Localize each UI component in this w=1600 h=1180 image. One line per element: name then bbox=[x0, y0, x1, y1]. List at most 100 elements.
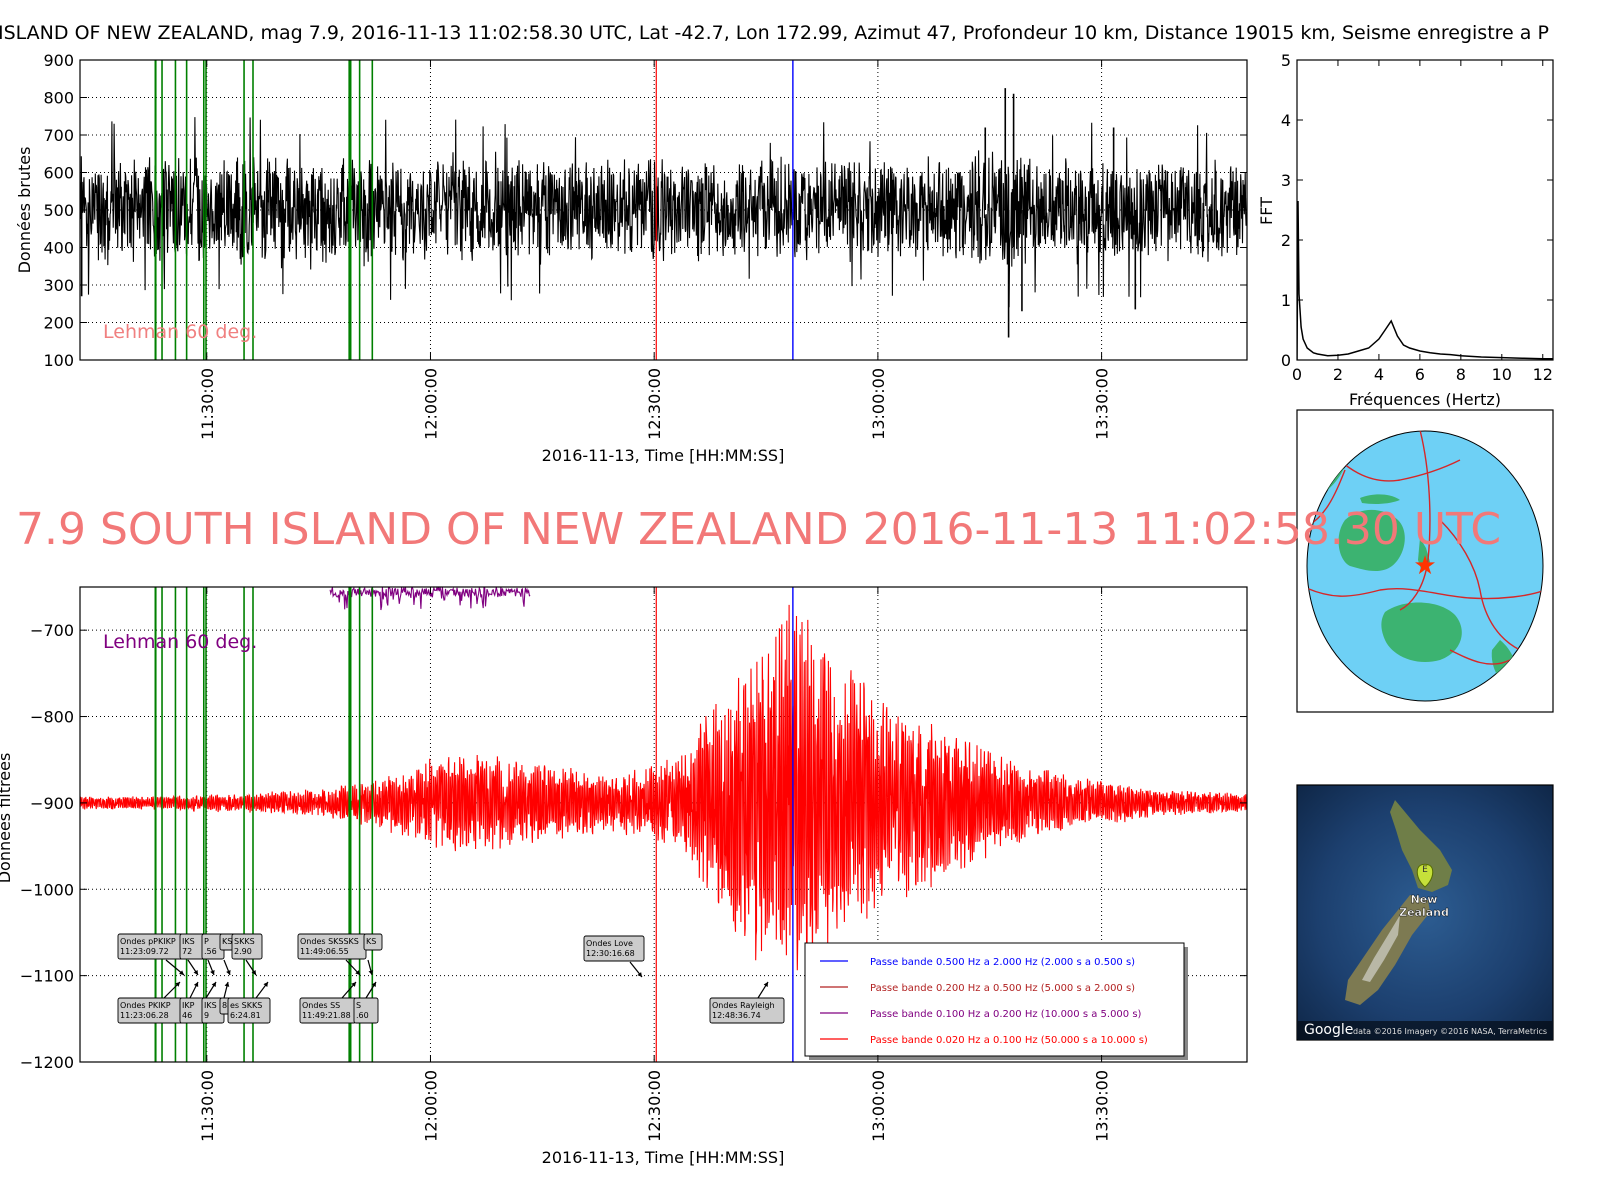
map-marker-icon: E bbox=[1416, 863, 1434, 888]
phase-label-bottom-text: Ondes SS bbox=[302, 1001, 340, 1010]
x-tick-label: 13:30:00 bbox=[1093, 368, 1112, 440]
phase-label-top-text: Ondes Love bbox=[586, 939, 633, 948]
x-tick-label: 11:30:00 bbox=[198, 368, 217, 440]
filtered-x-axis-label: 2016-11-13, Time [HH:MM:SS] bbox=[542, 1148, 785, 1167]
phase-label-bottom-text: S bbox=[356, 1001, 361, 1010]
annotation-arrowhead bbox=[211, 982, 216, 987]
attribution-strip bbox=[1298, 1021, 1552, 1039]
y-tick-label: −1000 bbox=[20, 880, 74, 899]
phase-label-top-text: 12:30:16.68 bbox=[586, 949, 635, 958]
phase-label-bottom-text: IKP bbox=[182, 1001, 195, 1010]
fft-trace bbox=[1297, 200, 1553, 360]
annotation-arrowhead bbox=[368, 970, 374, 975]
fft-line bbox=[1297, 200, 1553, 360]
y-tick-label: 800 bbox=[43, 89, 74, 108]
fft-x-tick-label: 12 bbox=[1533, 365, 1553, 384]
y-tick-label: 500 bbox=[43, 201, 74, 220]
plate-boundaries bbox=[1307, 431, 1543, 665]
filtered-x-ticks: 11:30:00 12:00:00 12:30:00 13:00:00 13:30:00 bbox=[198, 587, 1112, 1142]
y-tick-label: −1100 bbox=[20, 967, 74, 986]
marker-letter: E bbox=[1422, 865, 1428, 875]
annotation-arrowhead bbox=[210, 970, 215, 975]
annotation-arrowhead bbox=[179, 970, 184, 975]
fft-x-tick-label: 0 bbox=[1292, 365, 1302, 384]
phase-label-bottom-text: 11:49:21.88 bbox=[302, 1011, 351, 1020]
phase-label-bottom-box bbox=[227, 997, 271, 1024]
filtered-trace-line bbox=[80, 604, 1247, 984]
fft-y-tick-label: 4 bbox=[1281, 111, 1291, 130]
x-tick-label: 12:30:00 bbox=[645, 368, 664, 440]
fft-x-tick-label: 6 bbox=[1415, 365, 1425, 384]
y-tick-label: 200 bbox=[43, 314, 74, 333]
google-logo: Google bbox=[1304, 1022, 1353, 1038]
filtered-plot-border bbox=[79, 586, 1248, 1063]
annotation-arrowhead bbox=[763, 982, 768, 987]
annotation-arrowhead bbox=[371, 982, 376, 987]
fft-y-tick-label: 3 bbox=[1281, 171, 1291, 190]
raw-x-axis-label: 2016-11-13, Time [HH:MM:SS] bbox=[542, 446, 785, 465]
epicenter-star-icon: ★ bbox=[1413, 551, 1436, 581]
phase-label-bottom-text: 12:48:36.74 bbox=[712, 1011, 761, 1020]
annotation-arrowhead bbox=[355, 970, 360, 975]
filtered-red-trace bbox=[80, 604, 1247, 984]
x-tick-label: 12:30:00 bbox=[645, 1070, 664, 1142]
phase-label-bottom-text: Ondes PKIKP bbox=[120, 1001, 171, 1010]
place-label-line2: Zealand bbox=[1399, 906, 1449, 919]
x-tick-label: 12:00:00 bbox=[421, 368, 440, 440]
phase-label-top-text: 2.90 bbox=[234, 947, 252, 956]
fft-y-tick-label: 1 bbox=[1281, 291, 1291, 310]
y-tick-label: 600 bbox=[43, 164, 74, 183]
fft-x-ticks: 0 2 4 6 8 10 12 bbox=[1292, 60, 1553, 384]
filtered-y-ticks: −1200 −1100 −1000 −900 −800 −700 bbox=[20, 621, 1247, 1072]
phase-label-top-text: 11:23:09.72 bbox=[120, 947, 169, 956]
north-island-land bbox=[1390, 800, 1452, 892]
x-tick-label: 13:00:00 bbox=[869, 1070, 888, 1142]
phase-label-bottom-box bbox=[709, 997, 785, 1024]
phase-label-top-text: Ondes SKSSKS bbox=[300, 937, 359, 946]
phase-label-bottom-text: .60 bbox=[356, 1011, 369, 1020]
satellite-map: E New Zealand Google data ©2016 Imagery … bbox=[1296, 784, 1554, 1041]
y-tick-label: −700 bbox=[30, 621, 74, 640]
annotation-arrowhead bbox=[351, 982, 356, 987]
phase-label-top-text: 11:49:06.55 bbox=[300, 947, 349, 956]
y-tick-label: 300 bbox=[43, 276, 74, 295]
annotation-arrowhead bbox=[226, 970, 231, 975]
phase-label-bottom-text: 46 bbox=[182, 1011, 192, 1020]
legend-label: Passe bande 0.020 Hz a 0.100 Hz (50.000 … bbox=[870, 1035, 1148, 1046]
fft-y-ticks: 0 1 2 3 4 5 bbox=[1281, 51, 1553, 370]
raw-x-ticks: 11:30:00 12:00:00 12:30:00 13:00:00 13:30:00 bbox=[198, 60, 1112, 440]
raw-data-plot: Lehman 60 deg. 100 200 300 400 500 600 700 800 9… bbox=[15, 51, 1248, 465]
header-title: ISLAND OF NEW ZEALAND, mag 7.9, 2016-11-… bbox=[0, 22, 1549, 44]
filtered-y-axis-label: Données filtrées bbox=[0, 753, 14, 884]
antarctica-land bbox=[1381, 602, 1462, 662]
raw-trace-line bbox=[80, 117, 1247, 308]
phase-label-top-text: Ondes pPKIKP bbox=[120, 937, 176, 946]
fft-x-tick-label: 2 bbox=[1333, 365, 1343, 384]
x-tick-label: 13:00:00 bbox=[869, 368, 888, 440]
phase-label-bottom-text: IKS bbox=[204, 1001, 217, 1010]
y-tick-label: −900 bbox=[30, 794, 74, 813]
phase-label-top-text: SKKS bbox=[234, 937, 255, 946]
fft-y-tick-label: 5 bbox=[1281, 51, 1291, 70]
australia-land bbox=[1338, 509, 1405, 572]
phase-label-top-text: .56 bbox=[204, 947, 217, 956]
map-attribution: data ©2016 Imagery ©2016 NASA, TerraMetr… bbox=[1353, 1027, 1547, 1036]
phase-label-top-box bbox=[231, 933, 263, 960]
fft-plot-border bbox=[1296, 59, 1554, 361]
x-tick-label: 13:30:00 bbox=[1093, 1070, 1112, 1142]
phase-label-bottom-text: 84 bbox=[222, 1001, 232, 1010]
phase-label-bottom-text: 9 bbox=[204, 1011, 209, 1020]
y-tick-label: −1200 bbox=[20, 1053, 74, 1072]
filtered-phase-lines bbox=[154, 587, 794, 1062]
new-guinea-land bbox=[1360, 494, 1400, 504]
annotation-arrowhead bbox=[193, 970, 198, 975]
raw-y-axis-label: Données brutes bbox=[15, 147, 34, 274]
place-label-line1: New bbox=[1411, 893, 1438, 906]
fft-x-tick-label: 8 bbox=[1456, 365, 1466, 384]
phase-label-bottom-text: Ondes Rayleigh bbox=[712, 1001, 775, 1010]
annotation-arrowhead bbox=[251, 970, 256, 975]
